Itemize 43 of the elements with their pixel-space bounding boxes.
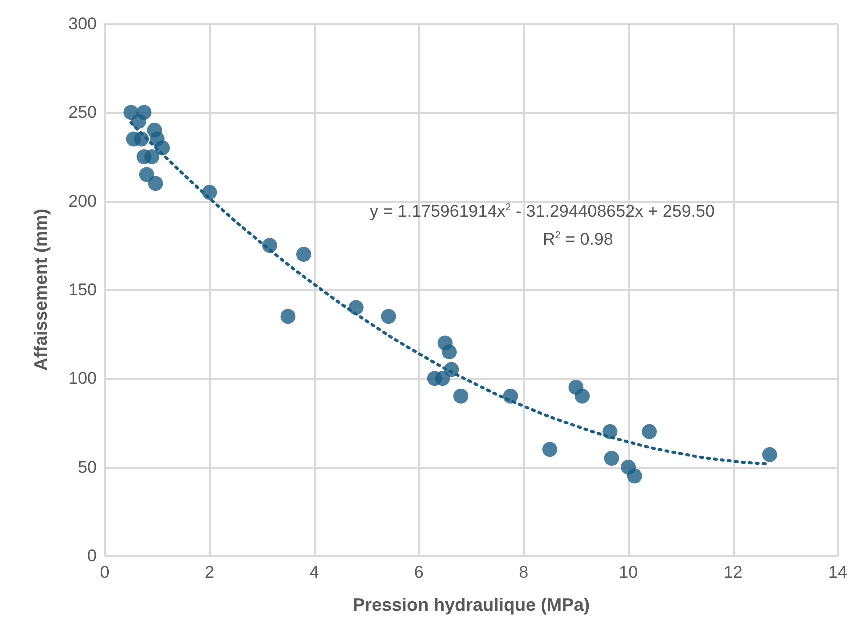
point	[132, 114, 147, 130]
y-tick-label: 200	[68, 192, 97, 211]
x-tick-label: 0	[100, 563, 110, 582]
annotation: R$^{2}$ = 0.98	[543, 230, 614, 250]
y-tick-label: 50	[78, 458, 97, 477]
point	[762, 447, 778, 462]
y-tick-label: 250	[68, 103, 97, 122]
point	[262, 238, 278, 254]
point	[155, 140, 170, 156]
point	[435, 371, 450, 386]
x-tick-label: 14	[828, 563, 848, 582]
x-axis-title: Pression hydraulique (MPa)	[352, 595, 590, 615]
point	[202, 184, 218, 200]
point	[134, 132, 150, 147]
point	[296, 247, 312, 262]
point	[454, 388, 469, 404]
point	[575, 388, 590, 404]
point	[381, 309, 396, 324]
point	[139, 167, 154, 182]
y-tick-label: 100	[68, 369, 97, 388]
point	[280, 309, 296, 324]
point	[348, 300, 364, 316]
point	[642, 424, 658, 440]
point	[444, 362, 460, 378]
y-tick-label: 0	[88, 546, 97, 566]
x-tick-label: 12	[724, 563, 743, 582]
x-tick-label: 8	[519, 563, 529, 582]
x-tick-label: 10	[619, 563, 638, 582]
y-tick-label: 300	[68, 14, 97, 34]
point	[627, 468, 642, 484]
point	[602, 424, 618, 440]
x-tick-label: 4	[310, 563, 320, 582]
annotation: y = 1.175961914x$^{2}$ - 31.294408652x + 259.50	[370, 202, 715, 222]
y-tick-label: 150	[68, 280, 97, 300]
point	[542, 442, 558, 458]
point	[148, 176, 164, 192]
x-tick-label: 6	[414, 563, 424, 582]
x-tick-label: 2	[204, 563, 214, 582]
point	[604, 450, 620, 466]
y-axis-title: Affaissement (mm)	[31, 208, 51, 372]
point	[442, 344, 458, 360]
point	[503, 388, 518, 404]
point	[144, 150, 160, 164]
